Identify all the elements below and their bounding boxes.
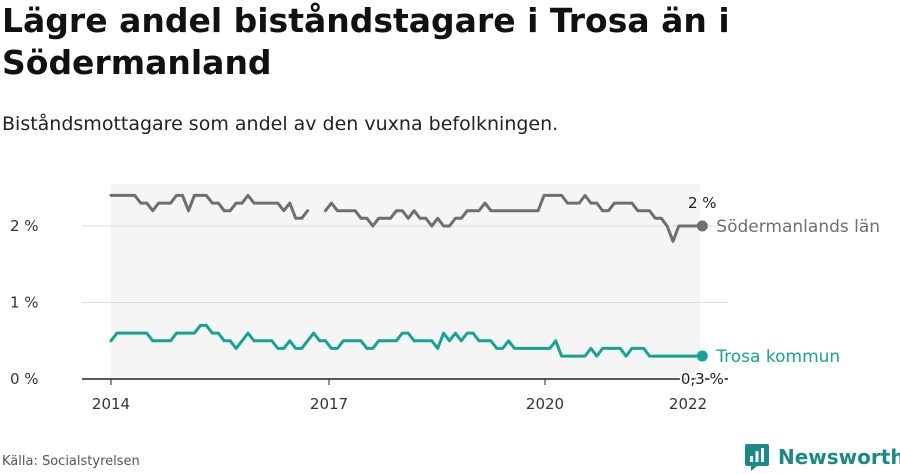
source-note: Källa: Socialstyrelsen <box>2 454 140 469</box>
y-tick-label: 2 % <box>10 217 39 235</box>
x-tick-label: 2014 <box>92 395 130 413</box>
y-tick-label: 0 % <box>10 370 39 388</box>
x-tick-label: 2022 <box>669 395 707 413</box>
end-value-label-trosa: 0,3 % <box>681 370 724 388</box>
x-tick-label: 2017 <box>310 395 348 413</box>
chart-subtitle: Biståndsmottagare som andel av den vuxna… <box>2 113 559 135</box>
x-tick-label: 2020 <box>526 395 564 413</box>
end-value-label-sodermanland: 2 % <box>688 194 717 212</box>
series-line-sodermanland-0 <box>109 193 310 220</box>
y-tick-label: 1 % <box>10 294 39 312</box>
series-endpoint-trosa <box>696 350 708 362</box>
series-endpoint-sodermanland <box>696 220 708 232</box>
newsworthy-logo: Newsworthy <box>744 442 900 472</box>
series-line-trosa-0 <box>109 323 704 358</box>
brand-name: Newsworthy <box>778 445 900 469</box>
chart-title: Lägre andel biståndstagare i Trosa än i … <box>2 1 730 82</box>
series-label-sodermanland: Södermanlands län <box>716 217 880 237</box>
series-label-trosa: Trosa kommun <box>715 347 840 367</box>
series-line-sodermanland-1 <box>324 193 704 243</box>
newsworthy-logo-icon <box>745 444 769 471</box>
